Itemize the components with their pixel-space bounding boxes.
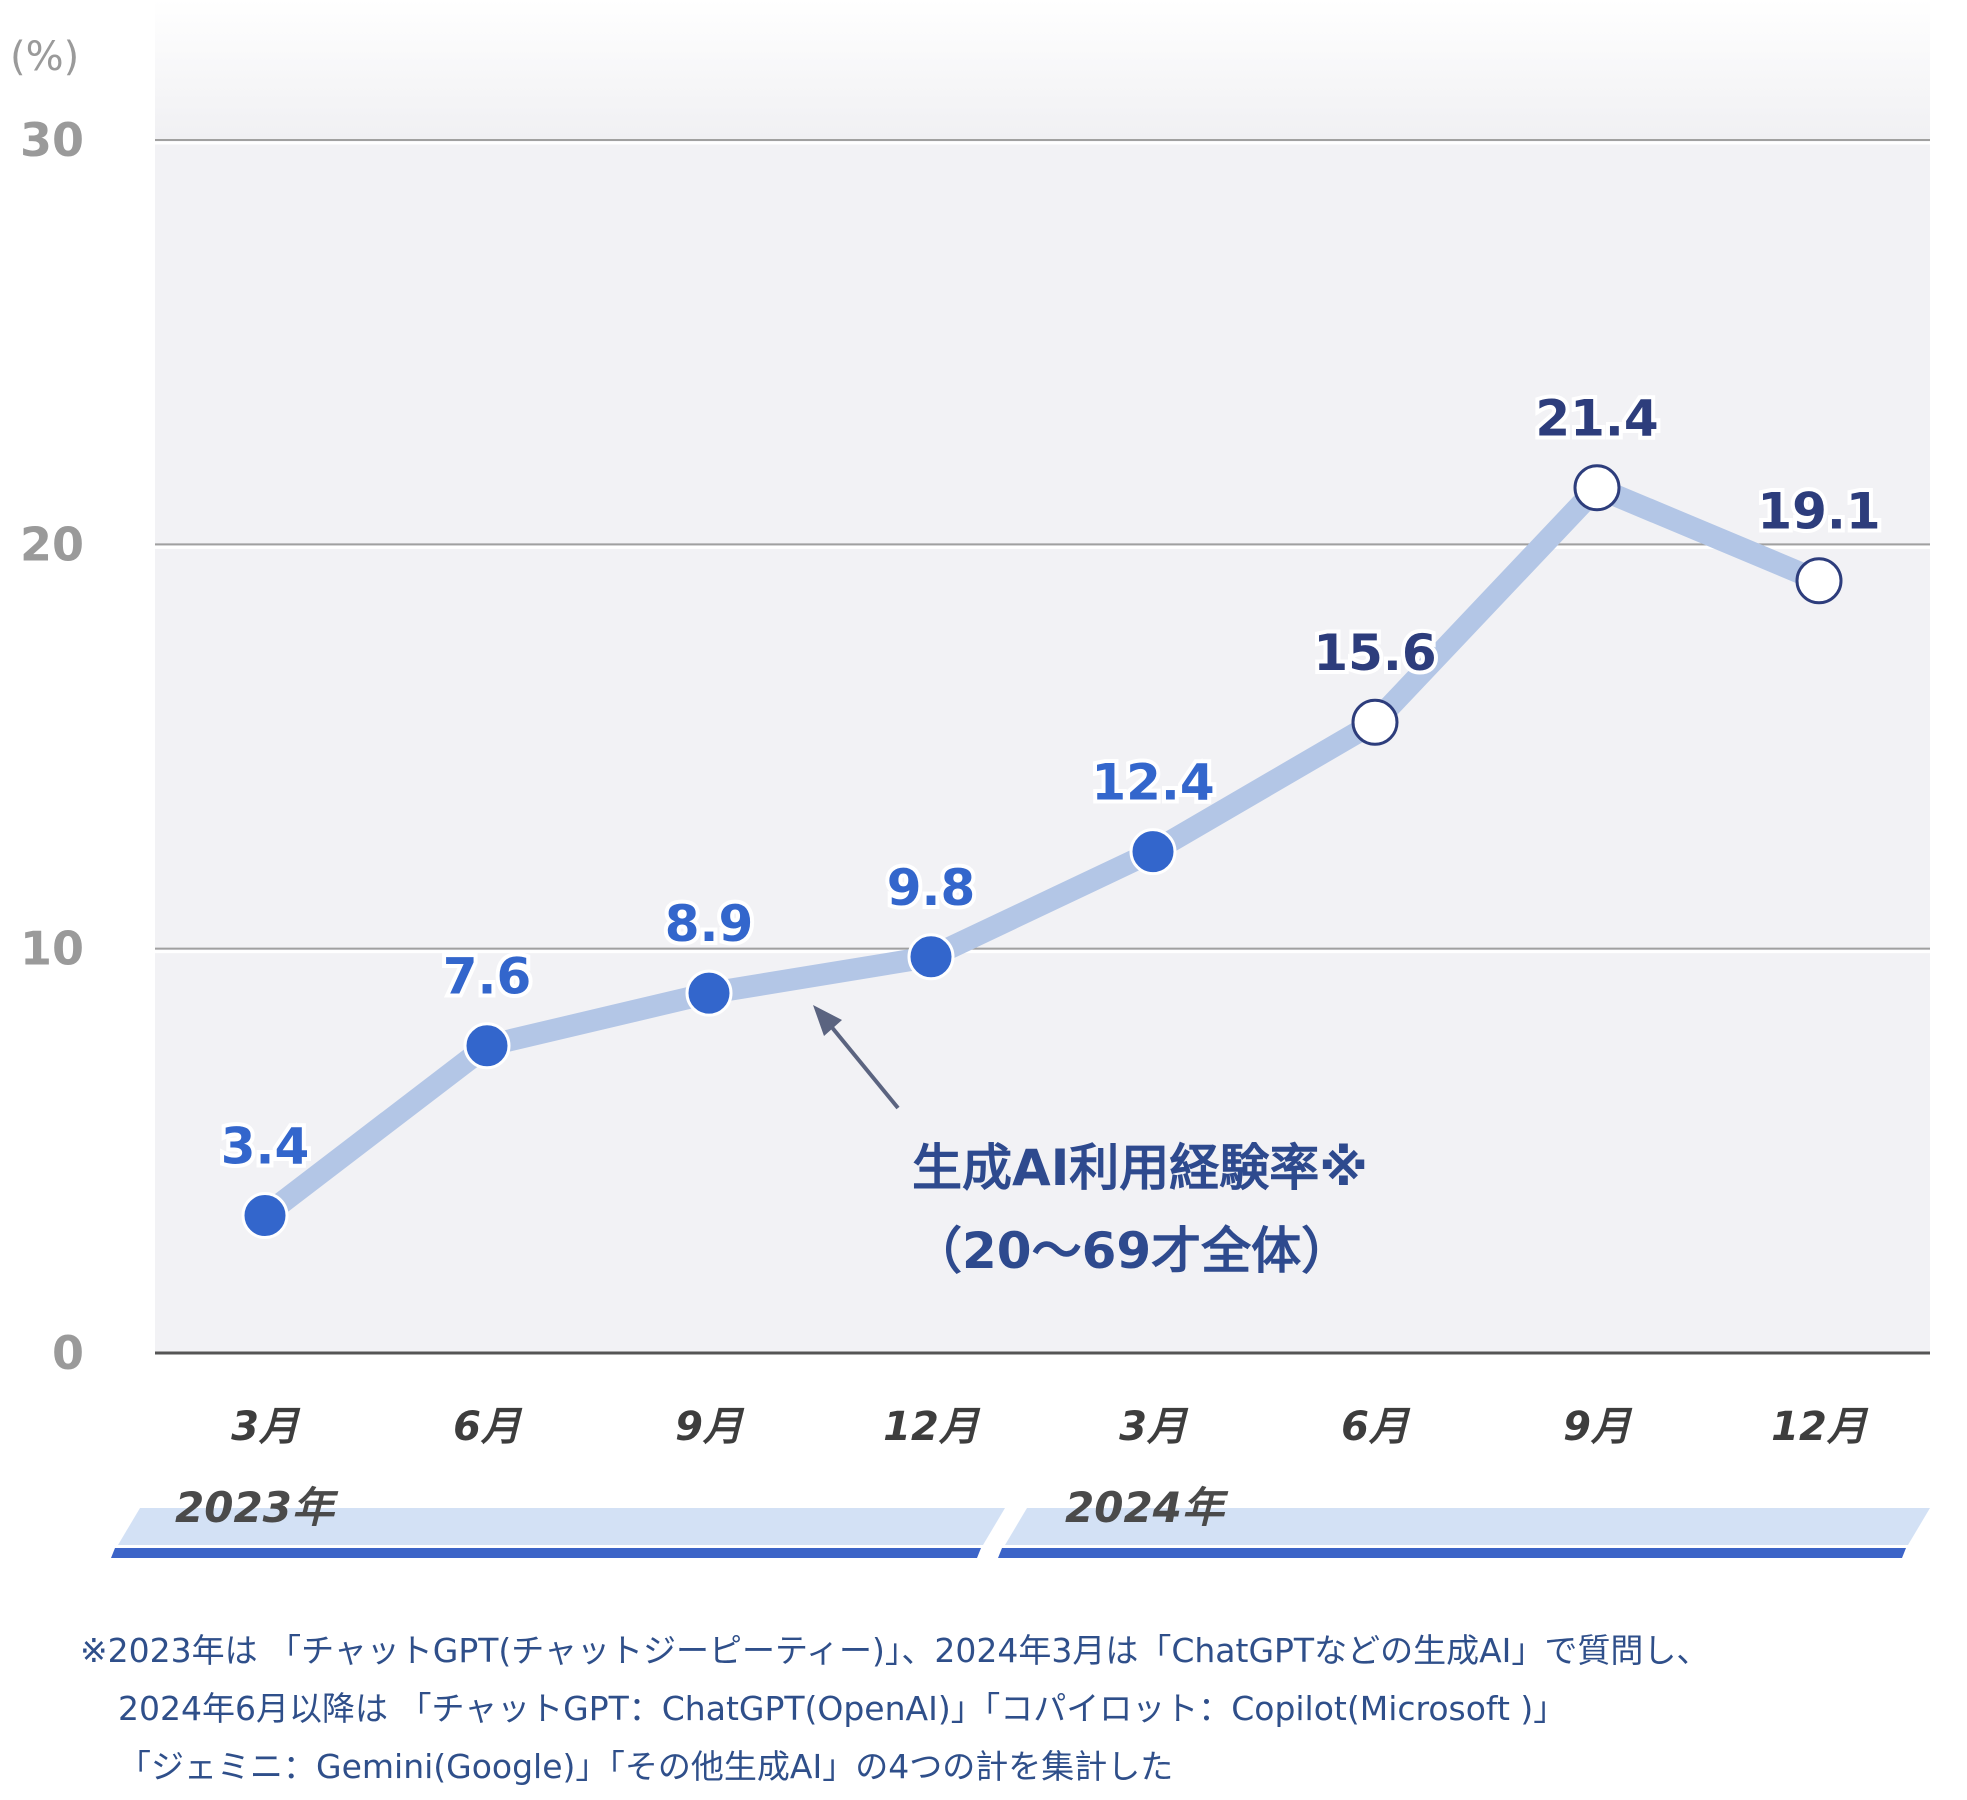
footnote-line-2: 2024年6月以降は 「チャットGPT：ChatGPT(OpenAI)」「コパイ…: [118, 1689, 1567, 1728]
plot-top-fade: [155, 0, 1930, 140]
year-bands: 2023年 2024年: [111, 1483, 1930, 1558]
data-point-open: [1795, 557, 1843, 605]
series-polyline: [254, 476, 1830, 1227]
x-tick-label: 6月: [453, 1404, 523, 1450]
data-point: [463, 1022, 511, 1070]
annotation-arrow-shaft: [828, 1023, 900, 1110]
annotation-arrow-head: [813, 1005, 842, 1036]
data-label: 8.9: [665, 895, 754, 953]
year-label: 2024年: [1065, 1483, 1229, 1532]
x-tick-label: 6月: [1341, 1404, 1411, 1450]
plot-background: [155, 140, 1930, 1353]
footnote-line-3: 「ジェミニ：Gemini(Google)」「その他生成AI」の4つの計を集計した: [118, 1747, 1174, 1786]
y-axis: 0 10 20 30: [20, 113, 84, 1380]
data-label: 19.1: [1757, 483, 1880, 541]
data-label: 7.6: [443, 948, 532, 1006]
data-label: 9.8: [887, 859, 976, 917]
series-annotation: 生成AI利用経験率※ （20〜69才全体）: [813, 1005, 1368, 1280]
data-point: [907, 933, 955, 981]
year-band-underline: [998, 1548, 1906, 1558]
y-tick-label: 10: [20, 922, 84, 976]
annotation-line-1: 生成AI利用経験率※: [912, 1139, 1368, 1197]
data-label: 21.4: [1535, 390, 1658, 448]
data-label: 15.6: [1313, 624, 1436, 682]
annotation-line-2: （20〜69才全体）: [912, 1222, 1351, 1280]
x-tick-label: 12月: [883, 1404, 981, 1450]
footnote-line-1: ※2023年は 「チャットGPT(チャットジーピーティー)」、2024年3月は「…: [80, 1631, 1710, 1670]
x-tick-label: 9月: [1563, 1404, 1633, 1450]
footnote: ※2023年は 「チャットGPT(チャットジーピーティー)」、2024年3月は「…: [80, 1622, 1940, 1796]
x-axis-labels: 3月 6月 9月 12月 3月 6月 9月 12月: [231, 1404, 1869, 1450]
y-tick-label: 0: [52, 1326, 84, 1380]
data-point: [241, 1192, 289, 1240]
gridlines: [155, 139, 1930, 1355]
y-tick-label: 30: [20, 113, 84, 167]
x-tick-label: 12月: [1771, 1404, 1869, 1450]
data-label: 3.4: [221, 1118, 310, 1176]
y-tick-label: 20: [20, 517, 84, 571]
data-point: [1129, 828, 1177, 876]
y-unit-label: (%): [10, 34, 79, 80]
year-band-underline: [111, 1548, 981, 1558]
year-label: 2023年: [175, 1483, 339, 1532]
data-point-open: [1351, 698, 1399, 746]
x-tick-label: 3月: [231, 1404, 301, 1450]
data-point: [685, 969, 733, 1017]
year-band: [118, 1508, 1005, 1545]
year-band: [1005, 1508, 1930, 1545]
data-label: 12.4: [1091, 754, 1214, 812]
data-point-open: [1573, 464, 1621, 512]
line-chart: 0 10 20 30 (%) 2023年 2024年 3月 6月 9月 12月 3月 6月 9月 12…: [10, 0, 1930, 1558]
x-tick-label: 3月: [1119, 1404, 1189, 1450]
x-tick-label: 9月: [675, 1404, 745, 1450]
series-line: 3.4 7.6 8.9 9.8 12.4 15.6 21.4 19.1: [217, 386, 1885, 1240]
